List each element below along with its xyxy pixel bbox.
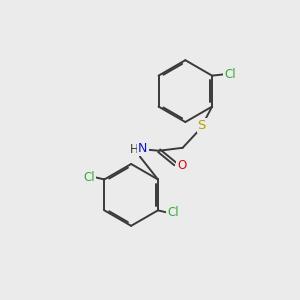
Text: Cl: Cl xyxy=(167,206,179,219)
Text: Cl: Cl xyxy=(224,68,236,81)
Text: O: O xyxy=(177,159,186,172)
Text: H: H xyxy=(130,143,139,156)
Text: S: S xyxy=(198,119,206,132)
Text: N: N xyxy=(138,142,148,155)
Text: Cl: Cl xyxy=(83,171,95,184)
